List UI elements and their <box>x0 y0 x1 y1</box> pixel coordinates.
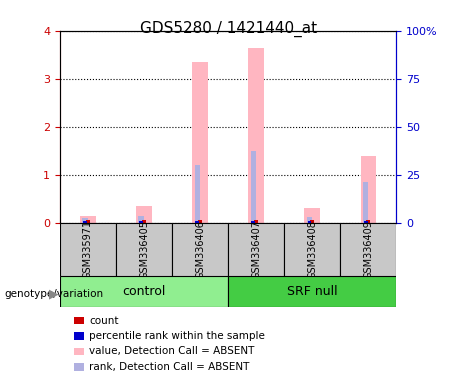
Bar <box>340 223 396 276</box>
Bar <box>254 220 258 223</box>
Bar <box>307 221 312 223</box>
Bar <box>195 221 199 223</box>
Bar <box>198 220 202 223</box>
Bar <box>83 221 87 223</box>
Text: GSM336406: GSM336406 <box>195 220 205 279</box>
Bar <box>307 217 313 223</box>
Bar <box>139 221 143 223</box>
Bar <box>228 276 396 307</box>
Bar <box>364 221 367 223</box>
Bar <box>136 206 152 223</box>
Bar <box>80 215 96 223</box>
Bar <box>251 151 256 223</box>
Bar <box>86 220 90 223</box>
Text: percentile rank within the sample: percentile rank within the sample <box>89 331 266 341</box>
Bar <box>361 156 376 223</box>
Text: GDS5280 / 1421440_at: GDS5280 / 1421440_at <box>140 21 317 37</box>
Bar <box>304 208 320 223</box>
Text: GSM336407: GSM336407 <box>251 220 261 279</box>
Bar <box>192 62 208 223</box>
Text: control: control <box>122 285 166 298</box>
Text: GSM336405: GSM336405 <box>139 220 149 279</box>
Bar <box>228 223 284 276</box>
Bar <box>172 223 228 276</box>
Text: value, Detection Call = ABSENT: value, Detection Call = ABSENT <box>89 346 255 356</box>
Bar <box>60 223 116 276</box>
Text: GSM335971: GSM335971 <box>83 220 93 279</box>
Bar <box>195 165 200 223</box>
Text: ▶: ▶ <box>49 287 59 300</box>
Text: SRF null: SRF null <box>287 285 337 298</box>
Bar <box>284 223 340 276</box>
Bar <box>142 220 146 223</box>
Bar <box>138 217 144 223</box>
Text: genotype/variation: genotype/variation <box>5 289 104 299</box>
Bar <box>116 223 172 276</box>
Bar <box>251 221 255 223</box>
Bar <box>83 218 88 223</box>
Bar <box>366 220 370 223</box>
Text: count: count <box>89 316 119 326</box>
Bar <box>60 276 228 307</box>
Text: GSM336409: GSM336409 <box>363 220 373 279</box>
Bar <box>248 48 264 223</box>
Bar <box>310 220 314 223</box>
Text: rank, Detection Call = ABSENT: rank, Detection Call = ABSENT <box>89 362 250 372</box>
Text: GSM336408: GSM336408 <box>307 220 317 279</box>
Bar <box>363 182 368 223</box>
